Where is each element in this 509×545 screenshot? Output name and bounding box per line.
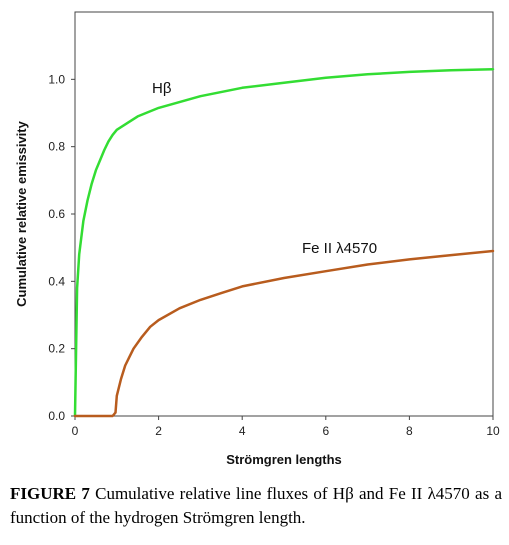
y-axis-title: Cumulative relative emissivity [14, 120, 29, 306]
x-axis-title: Strömgren lengths [226, 452, 342, 467]
caption-text: Cumulative relative line fluxes of Hβ an… [10, 484, 502, 527]
y-tick-label: 0.6 [48, 207, 65, 221]
figure-caption: FIGURE 7 Cumulative relative line fluxes… [10, 482, 502, 530]
x-tick-label: 10 [486, 424, 500, 438]
chart-series [73, 67, 495, 418]
series-label-hbeta: Hβ [152, 80, 172, 97]
y-tick-label: 0.4 [48, 274, 65, 288]
y-tick-label: 0.8 [48, 140, 65, 154]
x-tick-label: 8 [406, 424, 413, 438]
chart-labels: Strömgren lengths Cumulative relative emi… [14, 80, 377, 467]
y-tick-label: 0.2 [48, 342, 65, 356]
x-tick-label: 4 [239, 424, 246, 438]
series-label-feii: Fe II λ4570 [302, 240, 377, 257]
plot-frame [74, 11, 494, 417]
series-line-hbeta [73, 67, 495, 418]
x-tick-label: 6 [322, 424, 329, 438]
chart-axes: 0 2 4 6 8 10 0.0 0.2 0.4 0.6 0.8 1.0 [48, 11, 500, 438]
x-tick-label: 0 [72, 424, 79, 438]
y-tick-label: 0.0 [48, 409, 65, 423]
series-line-feii [73, 249, 495, 418]
x-tick-label: 2 [155, 424, 162, 438]
chart: 0 2 4 6 8 10 0.0 0.2 0.4 0.6 0.8 1.0 Strömgren leng… [14, 11, 500, 467]
y-tick-label: 1.0 [48, 72, 65, 86]
figure-label: FIGURE 7 [10, 484, 90, 503]
